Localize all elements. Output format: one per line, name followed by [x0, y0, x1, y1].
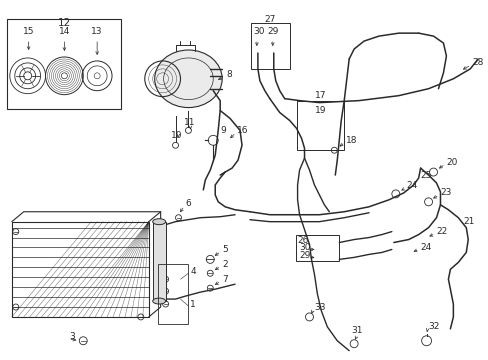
Text: 29: 29	[267, 27, 279, 36]
Text: 1: 1	[190, 300, 196, 309]
Text: 9: 9	[220, 126, 225, 135]
Ellipse shape	[152, 298, 165, 304]
Ellipse shape	[154, 50, 222, 108]
Text: 11: 11	[183, 118, 195, 127]
Text: 5: 5	[222, 245, 227, 254]
Text: 21: 21	[462, 217, 474, 226]
Text: 24: 24	[420, 243, 431, 252]
Text: 20: 20	[446, 158, 457, 167]
Text: 4: 4	[190, 267, 196, 276]
Bar	[7, 19, 121, 109]
Text: 33: 33	[314, 302, 325, 311]
Text: 12: 12	[58, 18, 71, 28]
Text: 32: 32	[427, 322, 439, 331]
Bar	[152, 222, 165, 301]
Text: 7: 7	[222, 275, 227, 284]
Bar	[296, 100, 344, 150]
Bar	[295, 235, 339, 261]
Text: 18: 18	[346, 136, 357, 145]
Text: 23: 23	[440, 188, 451, 197]
Text: 29: 29	[299, 251, 310, 260]
Text: 10: 10	[170, 131, 182, 140]
Text: 17: 17	[314, 91, 325, 100]
Text: 30: 30	[252, 27, 264, 36]
Text: 2: 2	[222, 260, 227, 269]
Text: 26: 26	[297, 236, 308, 245]
Polygon shape	[12, 222, 148, 317]
Text: 14: 14	[59, 27, 70, 36]
Text: 25: 25	[420, 171, 431, 180]
Text: 31: 31	[351, 326, 362, 335]
Text: 16: 16	[237, 126, 248, 135]
Ellipse shape	[152, 219, 165, 225]
Text: 13: 13	[91, 27, 102, 36]
Text: 3: 3	[69, 332, 75, 341]
Text: 15: 15	[23, 27, 34, 36]
Text: 19: 19	[314, 106, 325, 115]
Text: 8: 8	[225, 70, 231, 79]
Text: 30: 30	[299, 243, 310, 252]
Text: 24: 24	[406, 181, 417, 190]
Bar	[157, 264, 188, 324]
Text: 27: 27	[264, 15, 275, 24]
Bar	[250, 23, 289, 69]
Text: 6: 6	[185, 199, 191, 208]
Text: 28: 28	[471, 58, 483, 67]
Text: 22: 22	[436, 227, 447, 236]
